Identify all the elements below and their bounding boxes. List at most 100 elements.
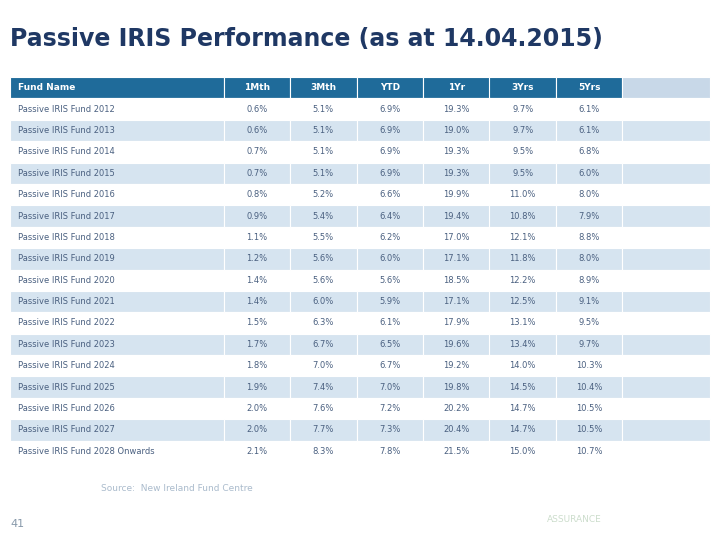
Bar [556,291,623,312]
Bar [556,269,623,291]
Bar [10,77,223,98]
Text: 1Mth: 1Mth [243,83,270,92]
Bar [490,269,556,291]
Text: 21.5%: 21.5% [443,447,469,456]
Bar [10,163,223,184]
Bar [490,141,556,163]
Text: 6.8%: 6.8% [579,147,600,157]
Bar [556,120,623,141]
Text: Passive IRIS Fund 2021: Passive IRIS Fund 2021 [19,297,115,306]
Bar [10,419,223,441]
Text: 14.0%: 14.0% [510,361,536,370]
Text: 14.7%: 14.7% [510,404,536,413]
Bar [10,291,223,312]
Bar [423,419,490,441]
Bar [290,291,356,312]
Bar [10,184,223,205]
Text: 3Mth: 3Mth [310,83,336,92]
Bar [223,184,290,205]
Text: 6.1%: 6.1% [579,105,600,113]
Bar [356,98,423,120]
Text: 2.0%: 2.0% [246,426,267,434]
Bar [490,120,556,141]
Text: 12.2%: 12.2% [510,276,536,285]
Bar [290,227,356,248]
Text: Passive IRIS Performance (as at 14.04.2015): Passive IRIS Performance (as at 14.04.20… [10,27,603,51]
Text: 7.7%: 7.7% [312,426,334,434]
Bar [356,205,423,227]
Text: NEW IRELAND: NEW IRELAND [547,484,640,497]
Text: 6.0%: 6.0% [312,297,334,306]
Bar [223,398,290,419]
Text: Passive IRIS Fund 2026: Passive IRIS Fund 2026 [19,404,115,413]
Bar [623,355,710,376]
Bar [290,269,356,291]
Text: 1.4%: 1.4% [246,297,267,306]
Text: 19.0%: 19.0% [443,126,469,135]
Bar [423,184,490,205]
Text: Passive IRIS Fund 2014: Passive IRIS Fund 2014 [19,147,115,157]
Bar [356,291,423,312]
Bar [290,355,356,376]
Bar [223,355,290,376]
Bar [556,184,623,205]
Bar [10,227,223,248]
Bar [623,398,710,419]
Text: 11.8%: 11.8% [510,254,536,264]
Bar [423,227,490,248]
Bar [356,334,423,355]
Text: ASSURANCE: ASSURANCE [547,515,602,524]
Text: 6.1%: 6.1% [379,319,400,327]
Bar [223,205,290,227]
Bar [290,398,356,419]
Text: 19.4%: 19.4% [443,212,469,220]
Bar [623,227,710,248]
Text: Passive IRIS Fund 2015: Passive IRIS Fund 2015 [19,168,115,178]
Bar [556,98,623,120]
Bar [290,98,356,120]
Text: 19.8%: 19.8% [443,383,469,391]
Bar [290,376,356,398]
Text: 6.1%: 6.1% [579,126,600,135]
Bar [490,163,556,184]
Bar [490,184,556,205]
Bar [290,141,356,163]
Bar [10,98,223,120]
Bar [423,77,490,98]
Text: 5.1%: 5.1% [312,168,334,178]
Text: 6.0%: 6.0% [379,254,400,264]
Bar [356,355,423,376]
Text: 18.5%: 18.5% [443,276,469,285]
Text: 6.6%: 6.6% [379,190,400,199]
Text: 2.0%: 2.0% [246,404,267,413]
Bar [423,120,490,141]
Bar [423,291,490,312]
Text: 17.0%: 17.0% [443,233,469,242]
Text: 8.0%: 8.0% [579,190,600,199]
Bar [623,334,710,355]
Text: 1.1%: 1.1% [246,233,267,242]
Text: 8.0%: 8.0% [579,254,600,264]
Text: 15.0%: 15.0% [510,447,536,456]
Bar [356,163,423,184]
Text: 10.7%: 10.7% [576,447,603,456]
Bar [423,355,490,376]
Text: 17.9%: 17.9% [443,319,469,327]
Text: 0.8%: 0.8% [246,190,267,199]
Text: 6.0%: 6.0% [579,168,600,178]
Bar [423,98,490,120]
Bar [356,269,423,291]
Text: 19.9%: 19.9% [443,190,469,199]
Text: 1.7%: 1.7% [246,340,267,349]
Text: 7.0%: 7.0% [379,383,400,391]
Bar [623,205,710,227]
Bar [490,77,556,98]
Bar [223,163,290,184]
Text: 13.1%: 13.1% [510,319,536,327]
Bar [490,441,556,462]
Bar [423,376,490,398]
Bar [556,355,623,376]
Text: 5.1%: 5.1% [312,105,334,113]
Text: 20.2%: 20.2% [443,404,469,413]
Bar [290,120,356,141]
